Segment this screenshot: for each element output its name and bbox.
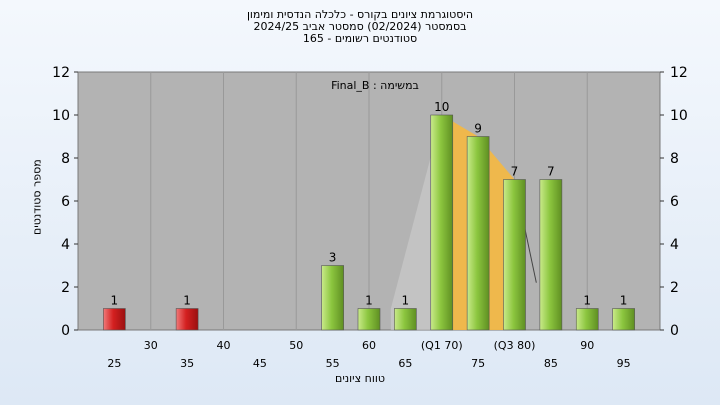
x-tick-label-top: 50 <box>289 339 303 352</box>
bar-60 <box>357 308 381 331</box>
bar-95 <box>612 308 635 331</box>
y-tick-label-left: 6 <box>61 194 70 210</box>
bar-label-90: 1 <box>583 294 591 308</box>
bar-70 <box>430 114 454 331</box>
x-tick-label-bottom: 25 <box>107 357 121 370</box>
y-tick-label-left: 0 <box>61 323 70 339</box>
y-tick-label-left: 2 <box>61 280 70 296</box>
bar-label-85: 7 <box>547 165 555 179</box>
x-tick-label-top: 40 <box>217 339 231 352</box>
x-tick-label-bottom: 45 <box>253 357 267 370</box>
x-tick-label-top: 30 <box>144 339 158 352</box>
y-tick-label-left: 4 <box>61 237 70 253</box>
bar-55 <box>321 265 344 331</box>
bar-label-65: 1 <box>402 294 410 308</box>
y-tick-label-left: 12 <box>52 65 70 81</box>
bar-80 <box>503 179 526 331</box>
density-shade <box>390 115 442 330</box>
bar-75 <box>466 136 490 331</box>
x-tick-label-top: (Q1 70) <box>421 339 463 352</box>
y-tick-label-right: 10 <box>670 108 688 124</box>
x-tick-label-bottom: 85 <box>544 357 558 370</box>
x-tick-label-bottom: 35 <box>180 357 194 370</box>
bar-90 <box>575 308 599 331</box>
y-tick-label-right: 2 <box>670 280 679 296</box>
bar-label-60: 1 <box>365 294 373 308</box>
bar-label-70: 10 <box>434 100 449 114</box>
bar-label-95: 1 <box>620 294 628 308</box>
y-tick-label-right: 12 <box>670 65 688 81</box>
y-tick-label-right: 4 <box>670 237 679 253</box>
y-tick-label-right: 0 <box>670 323 679 339</box>
x-tick-label-bottom: 65 <box>398 357 412 370</box>
title-line-2: בסמסטר (02/2024) סמסטר אביב 2024/25 <box>253 20 467 33</box>
bar-label-75: 9 <box>474 122 482 136</box>
y-axis-label: מספר סטודנטים <box>30 159 44 235</box>
x-tick-label-bottom: 75 <box>471 357 485 370</box>
bar-label-25: 1 <box>111 294 119 308</box>
bar-label-35: 1 <box>183 294 191 308</box>
y-tick-label-right: 6 <box>670 194 679 210</box>
x-tick-label-bottom: 95 <box>617 357 631 370</box>
x-axis-label: טווח ציונים <box>335 372 385 385</box>
x-tick-label-top: (Q3 80) <box>494 339 536 352</box>
y-tick-label-left: 10 <box>52 108 70 124</box>
y-tick-label-right: 8 <box>670 151 679 167</box>
title-line-3: 165 - סטודנטים רשומים <box>302 32 418 45</box>
x-tick-label-top: 90 <box>580 339 594 352</box>
bar-65 <box>394 308 417 331</box>
bar-label-80: 7 <box>511 165 519 179</box>
y-tick-label-left: 8 <box>61 151 70 167</box>
x-tick-label-top: 60 <box>362 339 376 352</box>
bar-label-55: 3 <box>329 251 337 265</box>
chart-subtitle: Final_B : במשימה <box>331 79 419 92</box>
bar-85 <box>539 179 563 331</box>
chart-title: היסטוגרמת ציונים בקורס - כלכלה הנדסית ומ… <box>0 9 720 45</box>
bar-25 <box>103 308 126 331</box>
bar-35 <box>175 308 199 331</box>
x-tick-label-bottom: 55 <box>326 357 340 370</box>
title-line-1: היסטוגרמת ציונים בקורס - כלכלה הנדסית ומ… <box>246 8 474 21</box>
